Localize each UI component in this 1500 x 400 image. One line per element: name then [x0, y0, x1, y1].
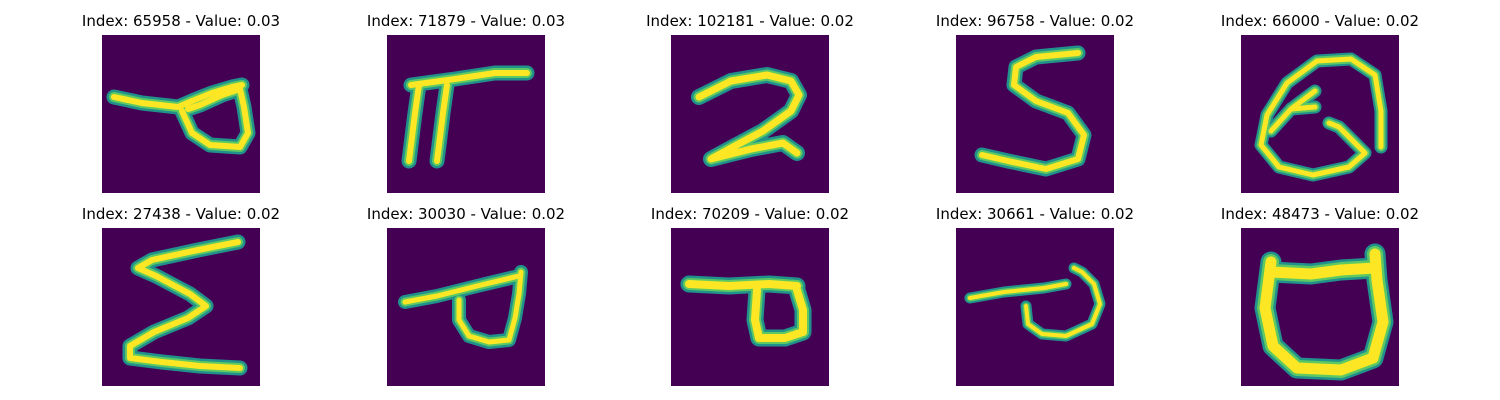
- glyph-image: [956, 35, 1114, 193]
- glyph-image: [1241, 35, 1399, 193]
- glyph-drawing: [122, 234, 248, 376]
- glyph-image: [387, 35, 545, 193]
- glyph-drawing: [1254, 52, 1388, 182]
- panel-title: Index: 96758 - Value: 0.02: [935, 12, 1135, 30]
- glyph-image: [1241, 228, 1399, 386]
- panel-title: Index: 70209 - Value: 0.02: [650, 205, 850, 223]
- glyph-drawing: [680, 275, 812, 347]
- glyph-drawing: [401, 65, 535, 169]
- glyph-drawing: [691, 67, 807, 167]
- glyph-drawing: [964, 262, 1106, 342]
- panel-title: Index: 66000 - Value: 0.02: [1220, 12, 1420, 30]
- glyph-drawing: [398, 265, 528, 349]
- glyph-drawing: [1254, 243, 1394, 381]
- glyph-drawing: [974, 45, 1092, 177]
- glyph-image: [671, 35, 829, 193]
- glyph-image: [387, 228, 545, 386]
- glyph-drawing: [106, 77, 256, 155]
- glyph-image: [671, 228, 829, 386]
- glyph-image: [956, 228, 1114, 386]
- panel-title: Index: 65958 - Value: 0.03: [81, 12, 281, 30]
- panel-title: Index: 102181 - Value: 0.02: [646, 12, 854, 30]
- panel-title: Index: 30030 - Value: 0.02: [366, 205, 566, 223]
- panel-title: Index: 27438 - Value: 0.02: [81, 205, 281, 223]
- panel-title: Index: 48473 - Value: 0.02: [1220, 205, 1420, 223]
- glyph-image: [102, 228, 260, 386]
- panel-title: Index: 71879 - Value: 0.03: [366, 12, 566, 30]
- panel-title: Index: 30661 - Value: 0.02: [935, 205, 1135, 223]
- glyph-image: [102, 35, 260, 193]
